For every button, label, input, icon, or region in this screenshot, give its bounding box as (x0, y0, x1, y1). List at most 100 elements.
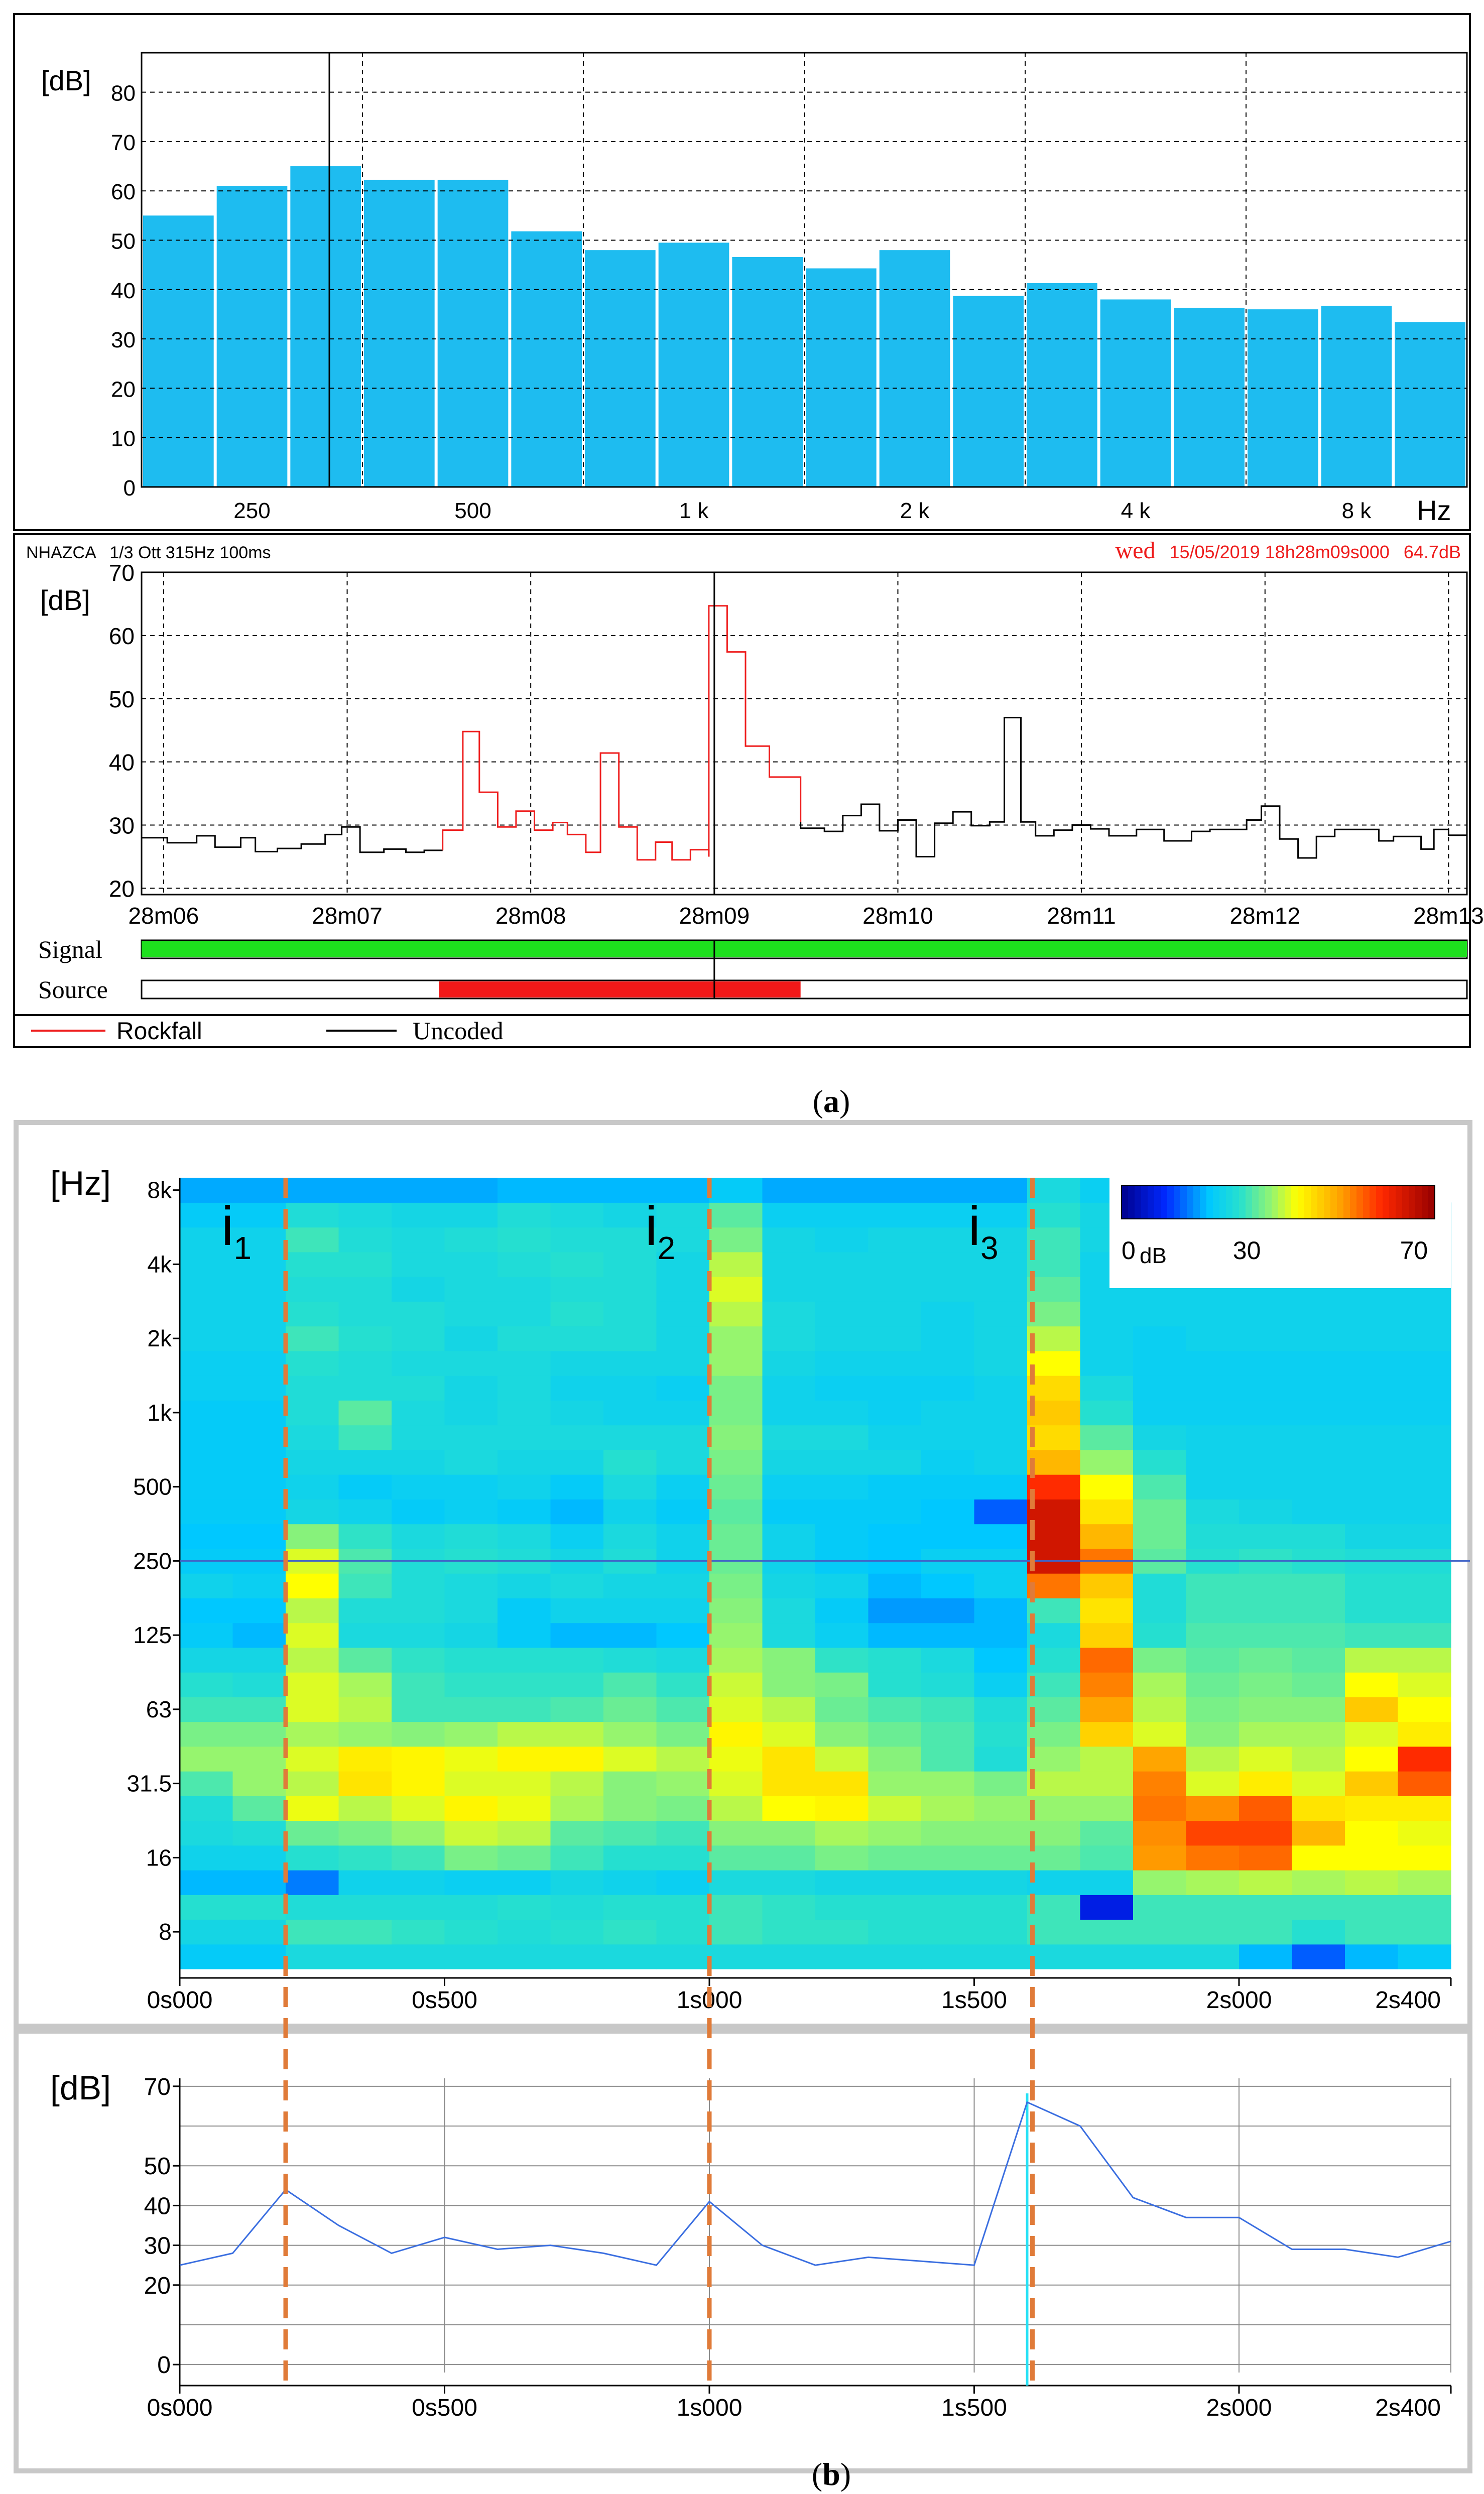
heatmap-cell (1080, 1746, 1134, 1772)
heatmap-cell (1080, 1449, 1134, 1475)
x-tick-label: 28m08 (496, 903, 566, 929)
heatmap-cell (338, 1598, 392, 1624)
heatmap-cell (498, 1425, 551, 1450)
heatmap-cell (338, 1697, 392, 1722)
heatmap-cell (656, 1376, 710, 1401)
heatmap-cell (286, 1376, 339, 1401)
heatmap-cell (603, 1573, 657, 1598)
heatmap-cell (868, 1425, 922, 1450)
heatmap-cell (392, 1573, 445, 1598)
bar (1395, 322, 1465, 487)
heatmap-cell (921, 1277, 975, 1302)
heatmap-cell (868, 1474, 922, 1500)
heatmap-cell (868, 1178, 922, 1203)
bar (143, 215, 214, 487)
colorbar-step (1206, 1186, 1213, 1219)
heatmap-cell (974, 1944, 1028, 1969)
heatmap-cell (286, 1672, 339, 1697)
y-tick-label: 60 (109, 623, 135, 649)
heatmap-cell (232, 1202, 286, 1228)
heatmap-cell (1186, 1326, 1240, 1351)
heatmap-cell (338, 1870, 392, 1895)
heatmap-cell (921, 1944, 975, 1969)
bar (437, 180, 509, 487)
heatmap-cell (286, 1746, 339, 1772)
heatmap-cell (550, 1252, 604, 1277)
heatmap-cell (815, 1326, 869, 1351)
heatmap-cell (974, 1499, 1028, 1525)
heatmap-cell (815, 1623, 869, 1648)
header-level: 64.7dB (1404, 542, 1461, 562)
heatmap-cell (656, 1672, 710, 1697)
heatmap-cell (498, 1697, 551, 1722)
heatmap-cell (603, 1796, 657, 1821)
spectrogram-chart: 81631.5631252505001k2k4k8k0s0000s5001s00… (127, 1177, 1470, 2014)
heatmap-cell (656, 1845, 710, 1870)
heatmap-cell (1398, 1845, 1451, 1870)
heatmap-cell (603, 1178, 657, 1203)
x-tick-label: 1s000 (677, 2395, 743, 2421)
heatmap-cell (1080, 1672, 1134, 1697)
heatmap-cell (232, 1771, 286, 1796)
y-tick-label: 80 (111, 81, 136, 106)
heatmap-cell (815, 1895, 869, 1920)
y-tick-label: 40 (111, 279, 136, 303)
heatmap-cell (444, 1178, 498, 1203)
heatmap-cell (603, 1598, 657, 1624)
heatmap-cell (974, 1746, 1028, 1772)
heatmap-cell (392, 1425, 445, 1450)
heatmap-cell (180, 1845, 233, 1870)
heatmap-cell (1292, 1796, 1345, 1821)
heatmap-cell (180, 1449, 233, 1475)
heatmap-cell (656, 1400, 710, 1426)
heatmap-cell (550, 1400, 604, 1426)
heatmap-cell (1027, 1623, 1081, 1648)
heatmap-cell (1292, 1376, 1345, 1401)
heatmap-cell (974, 1672, 1028, 1697)
heatmap-cell (815, 1277, 869, 1302)
heatmap-cell (603, 1919, 657, 1945)
heatmap-cell (815, 1598, 869, 1624)
heatmap-cell (603, 1400, 657, 1426)
heatmap-cell (656, 1623, 710, 1648)
heatmap-cell (709, 1474, 763, 1500)
heatmap-cell (550, 1870, 604, 1895)
heatmap-cell (338, 1573, 392, 1598)
heatmap-cell (656, 1697, 710, 1722)
heatmap-cell (656, 1796, 710, 1821)
heatmap-cell (550, 1623, 604, 1648)
heatmap-cell (1080, 1573, 1134, 1598)
heatmap-cell (286, 1202, 339, 1228)
heatmap-cell (1027, 1474, 1081, 1500)
colorbar-step (1422, 1186, 1429, 1219)
heatmap-cell (338, 1796, 392, 1821)
heatmap-cell (338, 1771, 392, 1796)
heatmap-cell (392, 1746, 445, 1772)
heatmap-cell (1186, 1820, 1240, 1846)
heatmap-cell (1292, 1944, 1345, 1969)
heatmap-cell (868, 1647, 922, 1673)
marker-subscript: 3 (980, 1230, 999, 1266)
heatmap-cell (868, 1771, 922, 1796)
heatmap-cell (550, 1350, 604, 1376)
heatmap-cell (444, 1376, 498, 1401)
heatmap-cell (603, 1301, 657, 1327)
heatmap-cell (974, 1376, 1028, 1401)
heatmap-cell (1027, 1919, 1081, 1945)
heatmap-cell (762, 1647, 816, 1673)
heatmap-cell (762, 1697, 816, 1722)
heatmap-cell (550, 1227, 604, 1253)
heatmap-cell (1292, 1771, 1345, 1796)
colorbar-step (1213, 1186, 1220, 1219)
legend-frame (13, 1014, 1471, 1048)
heatmap-cell (603, 1721, 657, 1747)
heatmap-cell (286, 1598, 339, 1624)
y-tick-label: 40 (109, 750, 135, 776)
heatmap-cell (656, 1474, 710, 1500)
heatmap-cell (1027, 1870, 1081, 1895)
heatmap-cell (444, 1721, 498, 1747)
heatmap-cell (709, 1350, 763, 1376)
marker-subscript: 2 (657, 1230, 675, 1266)
heatmap-cell (1186, 1944, 1240, 1969)
heatmap-cell (603, 1449, 657, 1475)
